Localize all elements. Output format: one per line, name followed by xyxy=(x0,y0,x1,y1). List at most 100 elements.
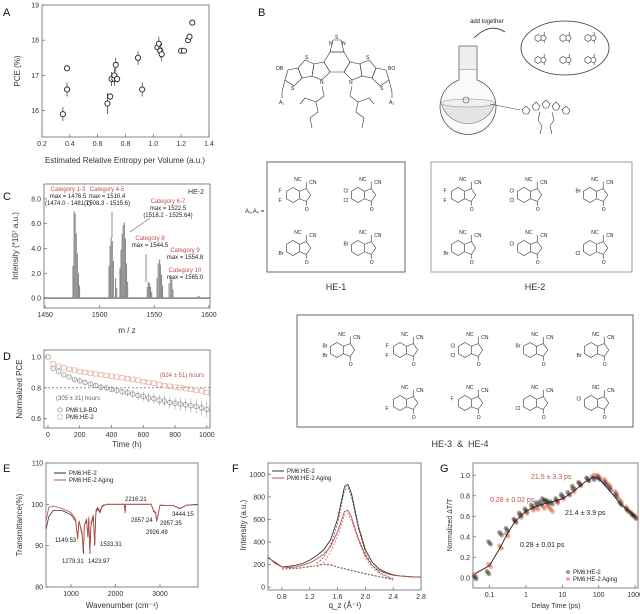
c-peak-bar xyxy=(159,259,161,299)
e-y-tick-label: 80 xyxy=(35,585,43,592)
g-data-point xyxy=(535,507,541,512)
d-point-he2 xyxy=(103,372,109,379)
c-y-tick-label: 6.0 xyxy=(31,221,41,228)
oxygen-label: O xyxy=(536,260,540,266)
a-x-tick-label: 1.4 xyxy=(204,141,214,148)
nc-label: NC xyxy=(459,230,467,236)
g-data-point xyxy=(542,506,547,511)
g-data-point xyxy=(632,515,638,520)
g-y-tick-label: 0.0 xyxy=(460,575,470,582)
c-peak-bar xyxy=(76,253,78,299)
nc-label: NC xyxy=(591,230,599,236)
d-point-l8bo xyxy=(77,378,83,384)
substituent-label: Br xyxy=(576,188,581,194)
mini-ring xyxy=(531,101,541,111)
c-annotation-max: max = 1510.4 xyxy=(89,194,126,200)
five-ring xyxy=(597,396,610,410)
g-data-point xyxy=(615,492,620,497)
g-x-tick-label: 10 xyxy=(558,592,566,599)
substituent-label: Br xyxy=(444,251,449,257)
acceptor-molecule: NC CN O Cl Cl xyxy=(510,177,548,213)
benzene-ring xyxy=(286,240,300,256)
g-data-point xyxy=(602,478,608,483)
substituent-label: Cl xyxy=(510,241,515,247)
mini-ring xyxy=(561,105,571,115)
five-ring xyxy=(364,188,377,202)
c-peak-bar xyxy=(120,249,122,299)
g-data-point xyxy=(533,500,538,505)
acceptor-molecule: NC CN O Cl xyxy=(516,385,554,421)
d-xlabel: Time (h) xyxy=(112,440,142,449)
g-data-point xyxy=(542,499,547,504)
g-data-point xyxy=(486,571,492,577)
atom-s: S xyxy=(291,86,295,92)
panel-label-b: B xyxy=(258,7,265,19)
benzene-ring xyxy=(451,240,465,256)
d-annotation-he2: (824 ± 51) hours xyxy=(160,373,204,379)
oxygen-label: O xyxy=(470,260,474,266)
a-data-point xyxy=(180,47,187,54)
acceptor-molecule: NC CN O Br xyxy=(577,332,615,368)
a-data-point xyxy=(104,100,111,107)
d-point-he2 xyxy=(140,379,146,385)
cn-label: CN xyxy=(607,388,615,394)
acceptor-molecule: NC CN O Cl xyxy=(510,230,548,266)
e-peak-label: 3444.15 xyxy=(172,512,194,518)
f-plot-frame xyxy=(267,462,422,591)
g-y-tick-label: 0.8 xyxy=(460,493,470,500)
d-point-he2 xyxy=(108,373,115,379)
he-2-box xyxy=(430,161,633,273)
c-peak-bar xyxy=(112,260,114,299)
c-peak-bar xyxy=(147,281,149,299)
a-data-point xyxy=(189,19,196,26)
f-line-fresh xyxy=(267,483,421,578)
substituent-label: Cl xyxy=(344,188,349,194)
five-ring xyxy=(596,241,609,255)
a-ylabel: PCE (%) xyxy=(13,55,22,86)
g-data-point xyxy=(499,532,504,538)
substituent-label: Br xyxy=(577,353,582,359)
five-ring xyxy=(406,343,419,357)
e-peak-label: 1149.53 xyxy=(55,538,77,544)
five-ring xyxy=(565,34,572,42)
acceptor-molecule: NC CN O Br xyxy=(279,230,317,266)
five-ring xyxy=(590,34,597,42)
mini-chain xyxy=(549,111,555,135)
g-data-point xyxy=(484,568,489,574)
he-3-4-box xyxy=(296,314,634,428)
g-data-point xyxy=(569,483,575,489)
cn-label: CN xyxy=(607,335,615,341)
nc-label: NC xyxy=(466,385,474,391)
d-x-tick-label: 1000 xyxy=(199,432,215,439)
d-point-he2 xyxy=(172,384,178,390)
nc-label: NC xyxy=(401,385,409,391)
substituent-label: F xyxy=(444,198,447,204)
f-x-tick-label: 1.2 xyxy=(305,594,315,601)
g-data-point xyxy=(504,527,510,532)
he-1-label: HE-1 xyxy=(326,282,347,292)
g-y-tick-label: 0.4 xyxy=(460,534,470,541)
five-ring xyxy=(406,396,419,410)
a-y-tick-label: 17 xyxy=(31,73,39,80)
c-peak-bar xyxy=(127,281,129,299)
he-1-box xyxy=(266,161,406,273)
mini-core-molecule xyxy=(521,99,571,135)
f-ylabel: Intensity (a.u.) xyxy=(239,499,248,550)
five-ring xyxy=(540,56,547,64)
g-data-point xyxy=(531,508,536,513)
g-data-point xyxy=(561,497,566,502)
d-point-l8bo xyxy=(66,374,72,380)
g-data-point xyxy=(604,479,609,485)
g-data-point xyxy=(584,475,589,481)
d-point-he2 xyxy=(177,385,183,391)
benzene-ring xyxy=(523,395,537,411)
g-data-point xyxy=(538,500,543,506)
substituent-label: F xyxy=(386,406,389,412)
c-xlabel: m / z xyxy=(118,326,135,335)
g-data-point xyxy=(534,501,540,507)
f-x-tick-label: 2.0 xyxy=(360,594,370,601)
nc-label: NC xyxy=(531,332,539,338)
g-fit-annotation: 21.5 ± 3.3 ps xyxy=(531,474,572,481)
benzene-ring xyxy=(451,187,465,203)
d-point-l8bo xyxy=(198,405,205,411)
